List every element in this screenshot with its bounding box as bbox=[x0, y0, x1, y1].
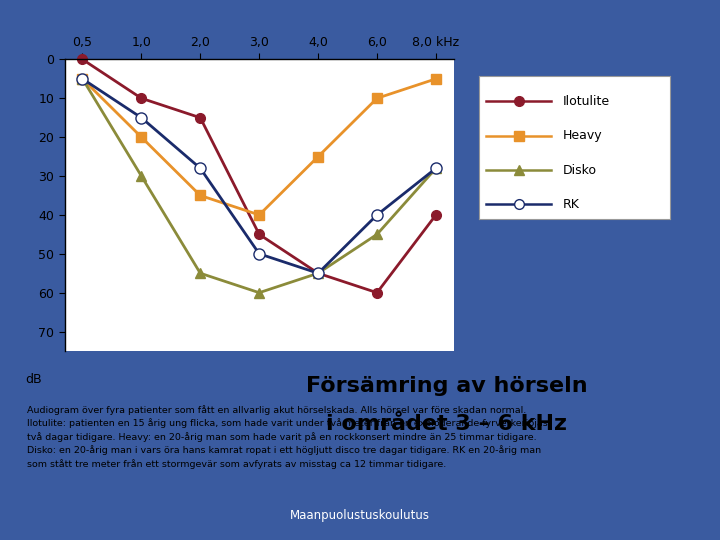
Text: Audiogram över fyra patienter som fått en allvarlig akut hörselskada. Alls hörse: Audiogram över fyra patienter som fått e… bbox=[27, 405, 548, 469]
Heavy bbox=[314, 153, 323, 160]
Heavy bbox=[78, 76, 87, 82]
Ilotulite bbox=[78, 56, 87, 63]
Text: Ilotulite: Ilotulite bbox=[563, 95, 610, 108]
Ilotulite bbox=[255, 231, 264, 238]
RK bbox=[196, 165, 204, 172]
RK bbox=[78, 76, 87, 82]
Line: Disko: Disko bbox=[78, 74, 441, 298]
RK bbox=[431, 165, 440, 172]
Disko bbox=[431, 165, 440, 172]
Ilotulite bbox=[373, 289, 382, 296]
Ilotulite bbox=[137, 95, 145, 102]
Ilotulite bbox=[431, 212, 440, 218]
Line: Ilotulite: Ilotulite bbox=[78, 55, 441, 298]
Heavy bbox=[373, 95, 382, 102]
Line: RK: RK bbox=[77, 73, 441, 279]
Text: dB: dB bbox=[25, 373, 42, 386]
Line: Heavy: Heavy bbox=[78, 74, 441, 220]
Disko bbox=[137, 173, 145, 179]
Text: i området 3 – 6 kHz: i området 3 – 6 kHz bbox=[326, 414, 567, 434]
Text: Maanpuolustuskoulutus: Maanpuolustuskoulutus bbox=[290, 509, 430, 522]
Text: RK: RK bbox=[563, 198, 580, 211]
Text: Disko: Disko bbox=[563, 164, 597, 177]
RK bbox=[373, 212, 382, 218]
Disko bbox=[196, 270, 204, 276]
Heavy bbox=[431, 76, 440, 82]
Heavy bbox=[137, 134, 145, 140]
Ilotulite bbox=[196, 114, 204, 121]
Heavy bbox=[255, 212, 264, 218]
Disko bbox=[255, 289, 264, 296]
Disko bbox=[78, 76, 87, 82]
Text: Försämring av hörseln: Försämring av hörseln bbox=[305, 376, 588, 396]
RK bbox=[314, 270, 323, 276]
Ilotulite bbox=[314, 270, 323, 276]
Heavy bbox=[196, 192, 204, 199]
RK bbox=[255, 251, 264, 257]
Text: Heavy: Heavy bbox=[563, 129, 603, 142]
Disko bbox=[373, 231, 382, 238]
Disko bbox=[314, 270, 323, 276]
RK bbox=[137, 114, 145, 121]
